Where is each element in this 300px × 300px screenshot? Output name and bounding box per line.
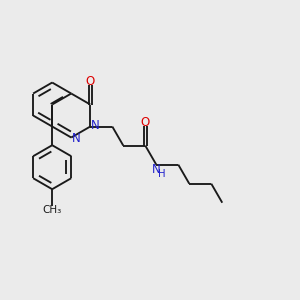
Text: H: H bbox=[158, 169, 165, 178]
Text: O: O bbox=[141, 116, 150, 129]
Text: N: N bbox=[152, 164, 161, 176]
Text: N: N bbox=[72, 132, 80, 145]
Text: N: N bbox=[91, 119, 99, 132]
Text: O: O bbox=[86, 75, 95, 88]
Text: CH₃: CH₃ bbox=[43, 206, 62, 215]
